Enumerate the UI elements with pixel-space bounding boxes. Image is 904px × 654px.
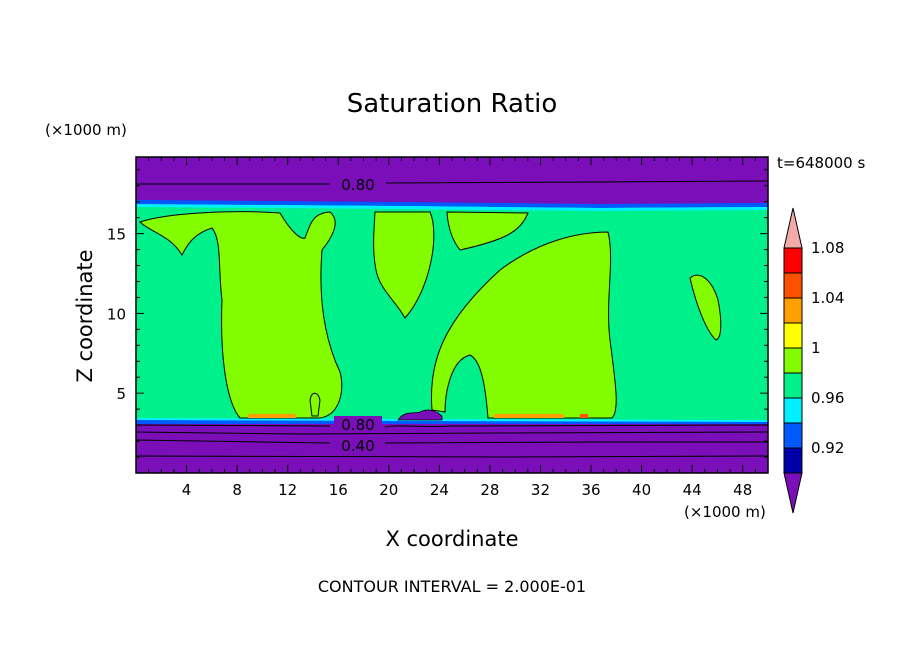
contour-field: 0.80 0.80 0.40	[135, 157, 769, 473]
dry-intrusion	[397, 409, 443, 421]
x-tick-label: 20	[379, 481, 398, 499]
colorbar-bin	[783, 447, 803, 474]
dry-layer-bottom	[136, 422, 768, 473]
x-tick-label: 36	[581, 481, 600, 499]
colorbar-label: 1.08	[811, 239, 844, 257]
contour-label-bg	[334, 416, 382, 433]
colorbar-bin	[783, 272, 803, 299]
saturated-region-6	[309, 392, 321, 417]
contour-label-bg	[334, 176, 382, 193]
y-tick-label: 15	[107, 226, 126, 244]
y-axis: 5 10 15	[107, 169, 768, 458]
x-tick-label: 28	[480, 481, 499, 499]
x-tick-label: 44	[683, 481, 702, 499]
colorbar-bin	[783, 297, 803, 324]
contour-label: 0.40	[341, 437, 374, 455]
saturated-region-2	[373, 211, 435, 319]
x-axis: 4 8 12 16 20 24 28 32 36 40 44 48	[148, 157, 756, 499]
x-tick-label: 24	[430, 481, 449, 499]
saturated-region-5	[689, 274, 722, 341]
colorbar-bin	[783, 322, 803, 349]
colorbar-label: 0.96	[811, 389, 844, 407]
x-tick-label: 40	[632, 481, 651, 499]
supersat-spot-1	[248, 414, 296, 418]
supersat-spot-3	[580, 414, 588, 418]
contour-label: 0.80	[341, 176, 374, 194]
saturated-region-1	[139, 211, 343, 419]
contour-line-4	[135, 455, 769, 458]
blue-band-top	[136, 200, 768, 208]
colorbar-bin	[783, 397, 803, 424]
colorbar-min-arrow	[783, 472, 803, 514]
colorbar: 0.92 0.96 1 1.04 1.08	[783, 207, 844, 514]
cyan-band-top	[136, 204, 768, 211]
contour-line-2	[135, 431, 769, 435]
saturated-region-4	[430, 231, 617, 419]
y-axis-label: Z coordinate	[73, 249, 97, 382]
colorbar-max-arrow	[783, 207, 803, 249]
contour-line-1	[135, 424, 769, 428]
contour-line-top	[136, 180, 769, 185]
colorbar-bin	[783, 347, 803, 374]
x-tick-label: 48	[733, 481, 752, 499]
x-tick-label: 16	[329, 481, 348, 499]
x-tick-label: 8	[232, 481, 242, 499]
y-tick-label: 10	[107, 305, 126, 323]
colorbar-bin	[783, 372, 803, 399]
time-label: t=648000 s	[777, 154, 865, 172]
chart-title: Saturation Ratio	[347, 89, 558, 119]
x-unit-label: (×1000 m)	[684, 503, 766, 521]
y-tick-label: 5	[116, 385, 126, 403]
colorbar-label: 0.92	[811, 439, 844, 457]
saturated-region-3	[446, 211, 529, 251]
x-axis-label: X coordinate	[385, 527, 518, 551]
x-tick-label: 4	[182, 481, 192, 499]
x-tick-label: 12	[278, 481, 297, 499]
colorbar-bin	[783, 422, 803, 449]
contour-interval-note: CONTOUR INTERVAL = 2.000E-01	[318, 577, 586, 596]
y-unit-label: (×1000 m)	[45, 121, 127, 139]
x-tick-label: 32	[531, 481, 550, 499]
colorbar-label: 1.04	[811, 289, 844, 307]
supersat-spot-2	[494, 414, 564, 418]
colorbar-bin	[783, 247, 803, 274]
contour-label-bg	[334, 437, 382, 454]
contour-line-3	[135, 439, 768, 444]
colorbar-label: 1	[811, 339, 821, 357]
blue-band-bottom	[136, 420, 768, 424]
contour-label: 0.80	[341, 416, 374, 434]
